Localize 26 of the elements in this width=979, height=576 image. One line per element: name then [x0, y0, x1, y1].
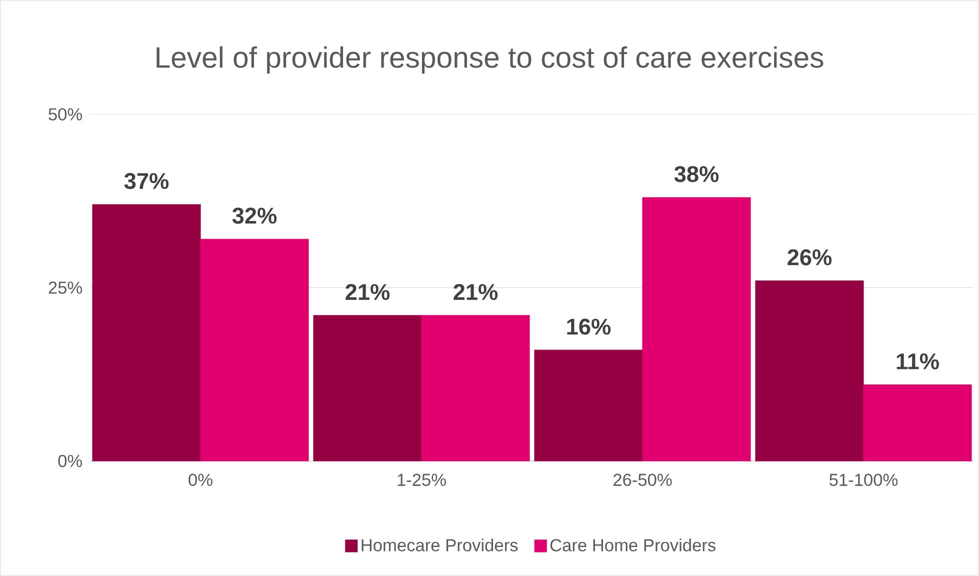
data-label: 21%: [346, 284, 390, 300]
bar: [200, 238, 309, 462]
bar: [313, 315, 422, 462]
data-label: 11%: [896, 353, 939, 370]
legend-label: Care Home Providers: [550, 538, 716, 552]
data-label: 37%: [124, 173, 169, 190]
y-tick-label: 50%: [48, 108, 82, 120]
data-label: 32%: [232, 208, 277, 224]
bar: [421, 315, 530, 462]
x-tick-label: 51-100%: [829, 474, 898, 486]
data-label: 21%: [454, 284, 498, 300]
bar: [642, 197, 751, 462]
data-label: 38%: [674, 166, 719, 182]
bar: [92, 204, 201, 462]
bar: [863, 384, 972, 462]
bar: [534, 350, 643, 462]
x-tick-label: 26-50%: [614, 474, 672, 486]
x-tick-label: 0%: [188, 474, 212, 486]
x-tick-label: 1-25%: [398, 474, 446, 486]
y-tick-label: 0%: [58, 454, 82, 468]
data-label: 26%: [788, 249, 832, 266]
y-tick-label: 25%: [48, 282, 82, 294]
chart-title: Level of provider response to cost of care exercises: [156, 46, 824, 74]
data-label: 16%: [567, 318, 611, 335]
legend-label: Homecare Providers: [362, 538, 518, 552]
bar: [755, 280, 864, 462]
